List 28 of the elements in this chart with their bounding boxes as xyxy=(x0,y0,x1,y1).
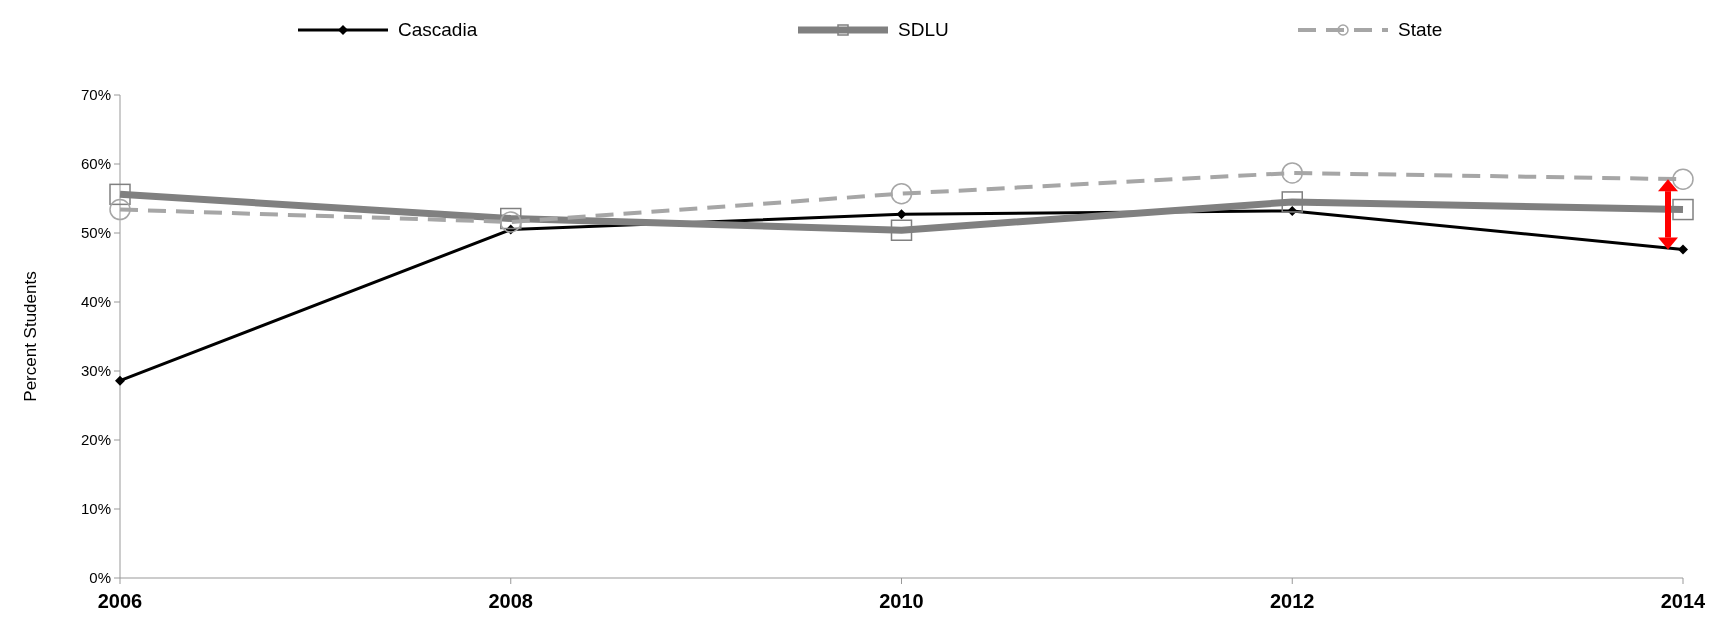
point xyxy=(109,198,131,221)
y-tick-label: 10% xyxy=(80,500,111,517)
legend-label: State xyxy=(1398,19,1443,40)
point xyxy=(896,209,907,220)
point xyxy=(1281,191,1303,213)
y-tick-label: 20% xyxy=(80,431,111,448)
point xyxy=(890,182,913,205)
y-tick-label: 30% xyxy=(80,362,111,379)
point xyxy=(890,219,913,241)
legend-label: Cascadia xyxy=(398,19,478,40)
point xyxy=(109,183,131,206)
x-tick-label: 2006 xyxy=(97,590,143,612)
legend-label: SDLU xyxy=(898,19,949,40)
point xyxy=(1678,244,1688,255)
x-tick-label: 2012 xyxy=(1270,590,1315,612)
point xyxy=(115,375,125,386)
y-axis-title: Percent Students xyxy=(21,271,40,402)
y-tick-label: 70% xyxy=(80,86,111,103)
point xyxy=(1672,198,1694,221)
point xyxy=(1672,168,1694,190)
point xyxy=(1281,162,1303,184)
x-tick-label: 2010 xyxy=(879,590,924,612)
y-tick-label: 0% xyxy=(89,569,111,586)
y-tick-label: 40% xyxy=(80,293,111,310)
y-tick-label: 50% xyxy=(80,224,111,241)
y-tick-label: 60% xyxy=(80,155,111,172)
x-tick-label: 2014 xyxy=(1660,590,1707,612)
x-tick-label: 2008 xyxy=(488,590,533,612)
